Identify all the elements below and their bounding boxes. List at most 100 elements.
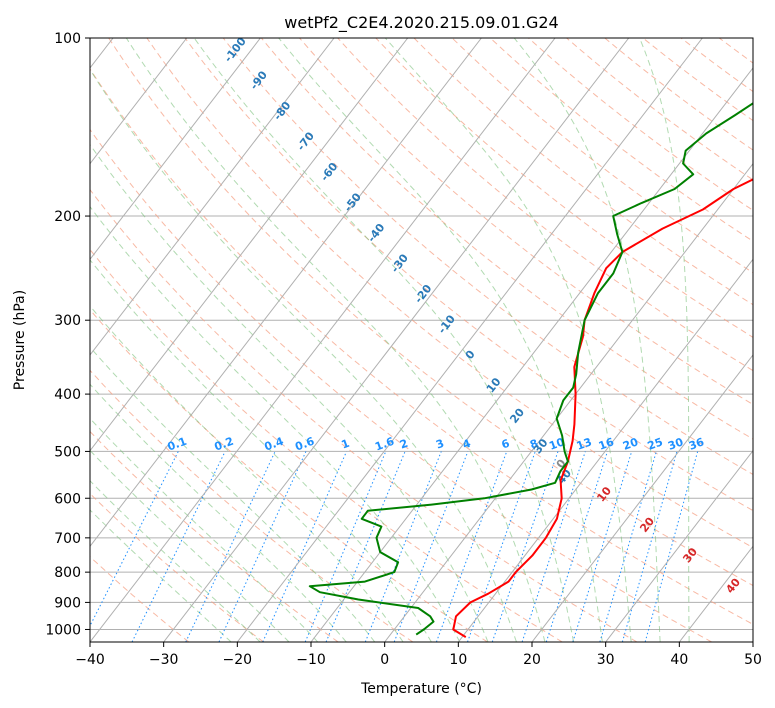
mixing-ratio-line <box>621 451 678 642</box>
y-tick-label: 700 <box>54 531 81 547</box>
mixing-ratio-label: 4 <box>461 437 473 452</box>
mixing-ratio-line <box>364 451 442 642</box>
mixing-ratio-line <box>435 451 508 642</box>
dry-adiabat-line <box>90 248 563 642</box>
mixing-ratio-label: 3 <box>434 437 446 452</box>
dry-adiabat-line <box>299 38 753 406</box>
x-tick-label: 20 <box>523 652 541 668</box>
isotherm-line <box>90 38 261 261</box>
mixing-ratio-line <box>304 451 387 642</box>
dry-adiabat-line <box>413 38 753 306</box>
moist-adiabat-line <box>193 38 575 642</box>
plot-area: 0.1 0.2 0.4 0.6 1 1.6 2 3 4 6 8 10 13 16 20 25 30 36-100-… <box>90 38 775 642</box>
y-tick-label: 300 <box>54 313 81 329</box>
x-tick-label: −30 <box>149 652 179 668</box>
mixing-ratio-line <box>521 451 586 642</box>
dewpoint-profile-line <box>308 102 753 636</box>
y-axis-label: Pressure (hPa) <box>12 290 28 390</box>
mixing-ratio-label: 6 <box>500 437 512 452</box>
dry-adiabat-line <box>528 38 753 211</box>
y-tick-label: 200 <box>54 209 81 225</box>
moist-adiabat-line <box>90 449 290 642</box>
y-tick-label: 600 <box>54 491 81 507</box>
dry-adiabat-line <box>90 308 488 642</box>
isotherm-line <box>90 38 556 642</box>
isotherm-line <box>457 258 753 642</box>
background-line-labels: 0.1 0.2 0.4 0.6 1 1.6 2 3 4 6 8 10 13 16 20 25 30 36-100-… <box>166 38 744 596</box>
dry-adiabat-label: -90 <box>248 68 271 92</box>
dry-adiabat-label: -60 <box>318 160 341 184</box>
mixing-ratio-label: 25 <box>646 435 665 452</box>
mixing-ratio-line <box>393 451 469 642</box>
mixing-ratio-line <box>325 451 406 642</box>
dry-adiabat-line <box>718 38 753 64</box>
isotherm-line <box>236 38 703 642</box>
y-axis-ticks: 100 200 300 400 500 600 700 800 900 1000 <box>45 31 90 638</box>
mixing-ratio-label: 1.6 <box>373 435 396 454</box>
isotherm-line <box>90 38 409 452</box>
mixing-ratio-label: 30 <box>666 435 685 453</box>
x-tick-label: 0 <box>380 652 389 668</box>
dry-adiabat-line <box>90 369 414 642</box>
x-tick-label: −10 <box>296 652 326 668</box>
mixing-ratio-line <box>599 451 657 642</box>
dry-adiabat-label: -20 <box>412 282 435 306</box>
moist-adiabat-line <box>90 68 517 642</box>
dry-adiabat-line <box>146 38 753 549</box>
x-tick-label: −40 <box>75 652 105 668</box>
isotherm-line <box>384 162 753 642</box>
mixing-ratio-label: 1 <box>340 437 352 452</box>
mixing-ratio-label: 0.1 <box>166 435 189 454</box>
moist-adiabat-line <box>90 143 489 642</box>
y-tick-label: 500 <box>54 444 81 460</box>
mixing-ratio-label: 13 <box>575 435 594 452</box>
isotherm-line <box>90 38 188 165</box>
moist-adiabat-line <box>513 38 661 642</box>
moist-adiabat-line <box>90 480 261 642</box>
isotherm-line <box>752 641 753 642</box>
mixing-ratio-line <box>218 451 307 642</box>
moist-adiabat-line <box>90 259 432 642</box>
mixing-ratio-label: 16 <box>597 435 616 453</box>
dry-adiabat-line <box>375 38 753 338</box>
moist-adiabat-line <box>639 38 690 642</box>
dry-adiabat-line <box>90 555 190 642</box>
moist-adiabat-label: 10 <box>594 484 614 504</box>
moist-adiabat-line <box>384 38 632 642</box>
dry-adiabat-line <box>90 128 712 642</box>
x-tick-label: −20 <box>223 652 253 668</box>
x-tick-label: 50 <box>744 652 762 668</box>
isotherm-line <box>531 354 753 642</box>
y-tick-label: 800 <box>54 565 81 581</box>
moist-adiabat-label: 40 <box>723 576 743 596</box>
mixing-ratio-line <box>131 451 226 642</box>
moist-adiabat-line <box>125 38 546 642</box>
y-tick-label: 1000 <box>45 622 81 638</box>
y-tick-label: 100 <box>54 31 81 47</box>
y-tick-label: 900 <box>54 595 81 611</box>
mixing-ratio-label: 20 <box>621 435 640 453</box>
mixing-ratio-label: 0.4 <box>263 435 286 454</box>
dry-adiabat-line <box>108 38 753 587</box>
x-tick-label: 40 <box>670 652 688 668</box>
dry-adiabat-line <box>90 188 638 642</box>
dry-adiabat-line <box>90 430 339 642</box>
dry-adiabat-label: -50 <box>342 190 365 214</box>
mixing-ratio-line <box>491 451 559 642</box>
dry-adiabat-line <box>566 38 753 181</box>
isotherm-line <box>163 38 630 642</box>
x-axis-ticks: −40 −30 −20 −10 0 10 20 30 40 50 <box>75 642 762 668</box>
mixing-ratio-line <box>644 451 699 642</box>
dry-adiabat-line <box>757 38 775 642</box>
dry-adiabat-label: 0 <box>463 348 478 362</box>
moist-adiabat-line <box>90 509 232 642</box>
isotherm-line <box>605 449 753 642</box>
dry-adiabat-line <box>184 38 753 512</box>
mixing-ratio-label: 2 <box>398 437 410 452</box>
mixing-ratio-line <box>262 451 348 642</box>
dry-adiabat-line <box>90 68 753 625</box>
dry-adiabats <box>90 38 775 642</box>
dry-adiabat-label: -80 <box>271 99 294 123</box>
dry-adiabat-label: -30 <box>389 251 412 275</box>
